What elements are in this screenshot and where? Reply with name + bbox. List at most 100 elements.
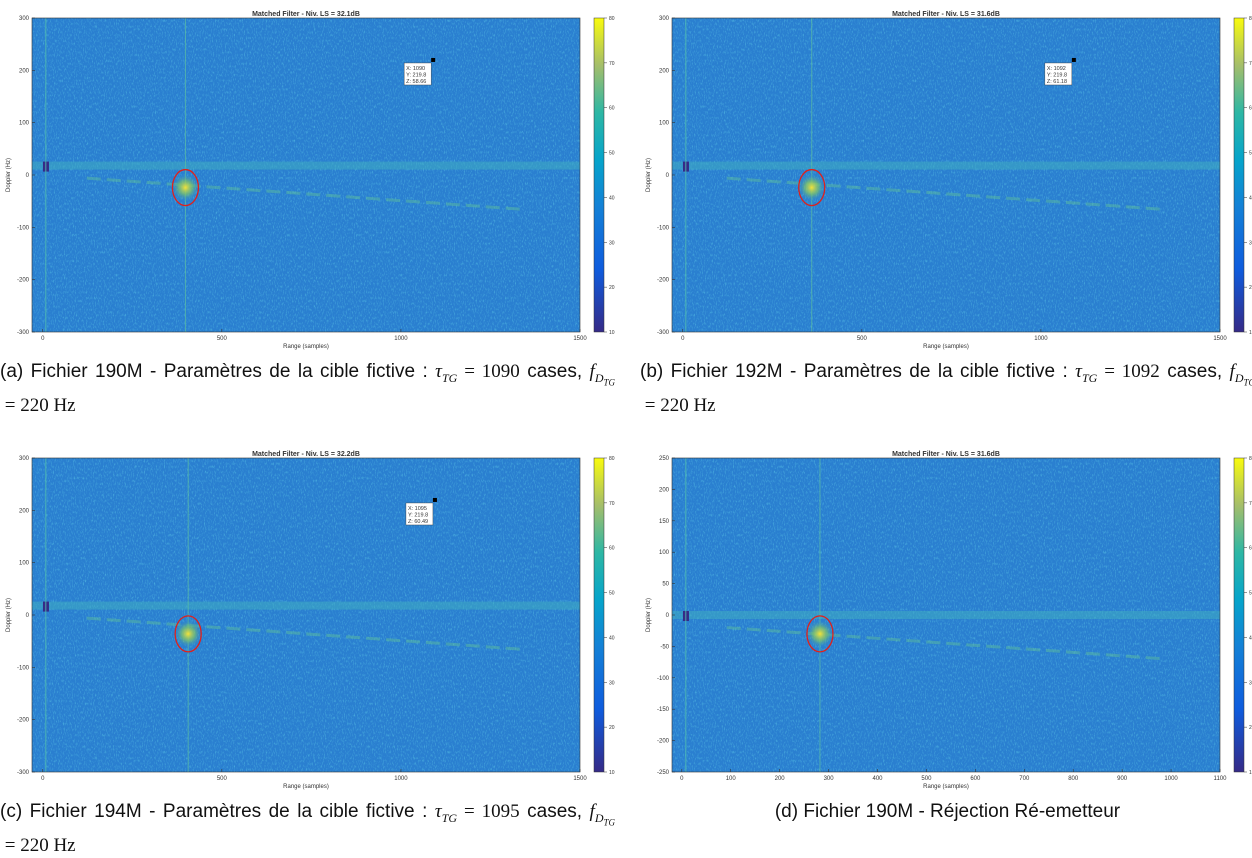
- y-tick-label: -150: [657, 707, 670, 713]
- caption-text: (a) Fichier 190M - Paramètres de la cibl…: [0, 361, 436, 382]
- colorbar-tick-label: 80: [1249, 16, 1252, 22]
- caption-subsubscript: TG: [603, 377, 615, 388]
- colorbar: [593, 17, 605, 333]
- caption-text: (b) Fichier 192M - Paramètres de la cibl…: [640, 361, 1076, 382]
- target-spot: [174, 619, 203, 648]
- y-tick-label: 100: [659, 121, 670, 127]
- x-tick-label: 0: [41, 776, 45, 782]
- x-tick-label: 500: [217, 336, 228, 342]
- caption-segment: =: [457, 801, 482, 822]
- zero-doppler-band: [672, 161, 1220, 170]
- x-tick-label: 0: [681, 336, 685, 342]
- colorbar: [593, 457, 605, 773]
- caption: (a) Fichier 190M - Paramètres de la cibl…: [0, 360, 615, 418]
- colorbar-tick-label: 20: [609, 725, 615, 731]
- caption-segment: =: [1097, 361, 1121, 382]
- y-tick-label: 150: [659, 519, 670, 525]
- colorbar-tick-label: 70: [1249, 501, 1252, 507]
- colorbar-tick-label: 80: [609, 16, 615, 22]
- x-tick-label: 500: [921, 776, 932, 782]
- caption-text: f: [589, 361, 595, 382]
- caption: (b) Fichier 192M - Paramètres de la cibl…: [640, 360, 1252, 418]
- y-tick-label: -300: [657, 330, 670, 336]
- x-axis-label: Range (samples): [283, 344, 329, 350]
- colorbar-tick-label: 60: [1249, 546, 1252, 552]
- y-axis-label: Doppler (Hz): [6, 598, 12, 632]
- y-tick-label: 300: [19, 16, 30, 22]
- chart-title: Matched Filter - Niv. LS = 32.2dB: [252, 451, 360, 458]
- x-tick-label: 1100: [1214, 776, 1228, 782]
- datatip-label: X: 1095: [408, 506, 427, 512]
- x-tick-label: 1500: [573, 336, 587, 342]
- echo-trail: [726, 626, 1166, 661]
- heatmap-noise: [32, 458, 580, 772]
- caption-segment: (a) Fichier 190M - Paramètres de la cibl…: [0, 361, 435, 382]
- colorbar-tick-label: 80: [1249, 456, 1252, 462]
- datatip-marker: [432, 497, 437, 502]
- caption-segment: = 220 Hz: [0, 395, 76, 416]
- x-axis-label: Range (samples): [283, 784, 329, 790]
- datatip-label: Y: 219.8: [408, 512, 428, 518]
- x-tick-label: 800: [1068, 776, 1079, 782]
- y-tick-label: 0: [666, 173, 670, 179]
- caption-subscript: DTG: [1235, 371, 1252, 387]
- x-tick-label: 700: [1019, 776, 1030, 782]
- chart-title: Matched Filter - Niv. LS = 32.1dB: [252, 11, 360, 18]
- x-tick-label: 0: [680, 776, 684, 782]
- y-tick-label: -300: [17, 330, 30, 336]
- target-circle: [798, 168, 826, 207]
- caption-text: τ: [1075, 361, 1082, 382]
- colorbar-tick-label: 50: [609, 591, 615, 597]
- caption-text: τ: [434, 801, 442, 822]
- y-tick-label: -100: [657, 225, 670, 231]
- target-spot: [171, 173, 200, 202]
- x-tick-label: 200: [775, 776, 786, 782]
- datatip-label: Y: 219.8: [1047, 72, 1067, 78]
- caption-text: = 220 Hz: [0, 395, 76, 417]
- y-tick-label: -100: [17, 665, 30, 671]
- colorbar-tick-label: 20: [609, 285, 615, 291]
- y-axis-label: Doppler (Hz): [646, 158, 652, 192]
- caption-text: cases,: [519, 801, 590, 822]
- x-tick-label: 1000: [394, 336, 408, 342]
- datatip-label: X: 1090: [406, 66, 425, 72]
- y-tick-label: 0: [26, 613, 30, 619]
- colorbar-tick-label: 10: [609, 770, 615, 776]
- datatip-marker: [431, 57, 436, 62]
- x-tick-label: 100: [726, 776, 737, 782]
- caption-text: τ: [435, 361, 442, 382]
- caption-text: 1090: [481, 361, 520, 382]
- chart-title: Matched Filter - Niv. LS = 31.6dB: [892, 11, 1000, 18]
- target-spot: [797, 173, 826, 202]
- caption-segment: = 220 Hz: [0, 835, 76, 856]
- colorbar-tick-label: 20: [1249, 725, 1252, 731]
- y-tick-label: 50: [662, 582, 669, 588]
- datatip-label: Z: 60.49: [408, 519, 428, 525]
- caption-text: f: [589, 801, 595, 822]
- caption-subscript: TG: [1081, 370, 1098, 385]
- target-spot: [805, 619, 834, 648]
- x-tick-label: 300: [824, 776, 835, 782]
- y-tick-label: -200: [657, 739, 670, 745]
- colorbar-tick-label: 40: [1249, 195, 1252, 201]
- colorbar-tick-label: 50: [1249, 591, 1252, 597]
- target-circle: [806, 615, 834, 653]
- caption-text: = 220 Hz: [0, 835, 76, 857]
- y-tick-label: 100: [19, 561, 30, 567]
- caption-text: 1095: [481, 801, 520, 822]
- y-tick-label: 0: [666, 613, 670, 619]
- colorbar-tick-label: 50: [1249, 151, 1252, 157]
- colorbar-tick-label: 70: [609, 61, 615, 67]
- x-tick-label: 900: [1117, 776, 1128, 782]
- caption-segment: τTG: [434, 801, 457, 825]
- zero-doppler-band: [672, 611, 1220, 619]
- caption-text: = 220 Hz: [640, 395, 716, 417]
- zero-doppler-band: [32, 161, 580, 170]
- colorbar-tick-label: 60: [609, 106, 615, 112]
- x-tick-label: 1000: [394, 776, 408, 782]
- colorbar-tick-label: 10: [1249, 770, 1252, 776]
- colorbar: [1233, 17, 1245, 333]
- y-tick-label: 100: [659, 550, 670, 556]
- colorbar-tick-label: 30: [609, 680, 615, 686]
- caption-segment: (b) Fichier 192M - Paramètres de la cibl…: [640, 361, 1075, 382]
